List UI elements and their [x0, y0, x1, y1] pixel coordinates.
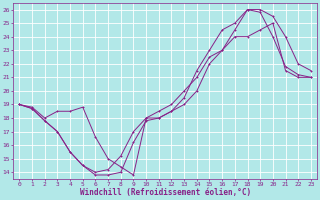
X-axis label: Windchill (Refroidissement éolien,°C): Windchill (Refroidissement éolien,°C) [80, 188, 251, 197]
